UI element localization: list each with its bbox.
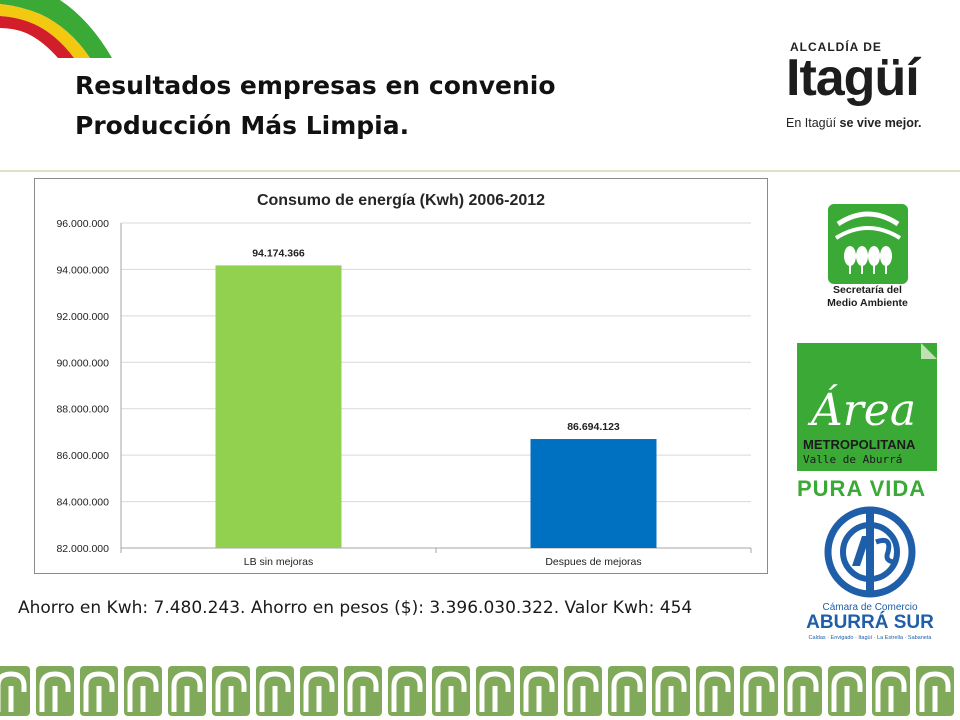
- bar-value-label: 94.174.366: [252, 247, 305, 259]
- slide-title-line-2: Producción Más Limpia.: [75, 111, 410, 140]
- footer-motif: [696, 666, 734, 716]
- y-tick-label: 92.000.000: [56, 311, 109, 323]
- camara-line-2: ABURRÁ SUR: [806, 612, 934, 633]
- slide-title: Resultados empresas en convenio Producci…: [75, 66, 715, 146]
- chart-labels: 82.000.000 84.000.000 86.000.000 88.000.000…: [56, 218, 641, 568]
- secretaria-line-2: Medio Ambiente: [827, 297, 908, 309]
- header-divider: [0, 170, 960, 172]
- bar: [530, 439, 657, 548]
- alcaldia-name: Itagüí: [786, 49, 920, 107]
- alcaldia-itagui-logo: ALCALDÍA DE Itagüí En Itagüí se vive mej…: [780, 36, 950, 136]
- y-tick-label: 84.000.000: [56, 497, 109, 509]
- alcaldia-slogan: En Itagüí se vive mejor.: [786, 116, 922, 130]
- alcaldia-slogan-bold: se vive mejor.: [839, 116, 922, 130]
- corner-flag-logo: [0, 0, 112, 58]
- footer-motif: [168, 666, 206, 716]
- y-tick-label: 86.000.000: [56, 450, 109, 462]
- footer-motif: [872, 666, 910, 716]
- trees-icon: [828, 204, 908, 284]
- footer-motif: [520, 666, 558, 716]
- y-tick-label: 90.000.000: [56, 357, 109, 369]
- camara-line-1: Cámara de Comercio: [822, 602, 918, 613]
- footer-motif: [124, 666, 162, 716]
- chart-title: Consumo de energía (Kwh) 2006-2012: [257, 192, 545, 209]
- x-tick-label: LB sin mejoras: [244, 556, 313, 568]
- footer-motif: [652, 666, 690, 716]
- footer-motif: [212, 666, 250, 716]
- y-tick-label: 82.000.000: [56, 543, 109, 555]
- footer-motif: [476, 666, 514, 716]
- camara-comercio-logo: Cámara de Comercio ABURRÁ SUR Caldas · E…: [800, 506, 940, 646]
- footer-pattern: [0, 662, 960, 720]
- area-script-text: Área: [807, 383, 916, 436]
- footer-motif: [432, 666, 470, 716]
- footer-motif: [0, 666, 30, 716]
- area-valle-text: Valle de Aburrá: [803, 453, 903, 466]
- footer-motif: [916, 666, 954, 716]
- alcaldia-slogan-plain: En Itagüí: [786, 116, 840, 130]
- y-tick-label: 96.000.000: [56, 218, 109, 230]
- bar: [215, 265, 342, 548]
- footer-motif: [344, 666, 382, 716]
- footer-motif: [740, 666, 778, 716]
- area-panel: Área: [797, 343, 937, 471]
- footer-motif: [784, 666, 822, 716]
- x-tick-label: Despues de mejoras: [545, 556, 641, 568]
- area-metropolitana-text: METROPOLITANA: [803, 437, 916, 452]
- y-tick-label: 88.000.000: [56, 404, 109, 416]
- footer-motif: [564, 666, 602, 716]
- energy-consumption-chart: Consumo de energía (Kwh) 2006-2012 82.00…: [56, 192, 752, 568]
- camara-line-3: Caldas · Envigado · Itagüí · La Estrella…: [808, 635, 932, 641]
- footer-motif: [608, 666, 646, 716]
- footer-motif: [388, 666, 426, 716]
- pura-vida-text: PURA VIDA: [797, 476, 927, 501]
- alcaldia-pre-text: ALCALDÍA DE: [790, 40, 882, 54]
- footer-motif: [80, 666, 118, 716]
- chart-frame: Consumo de energía (Kwh) 2006-2012 82.00…: [34, 178, 768, 574]
- bar-value-label: 86.694.123: [567, 421, 620, 433]
- footer-motif: [828, 666, 866, 716]
- camara-emblem-icon: [824, 506, 916, 598]
- savings-caption: Ahorro en Kwh: 7.480.243. Ahorro en peso…: [18, 598, 693, 618]
- footer-motif: [300, 666, 338, 716]
- area-metropolitana-logo: Área METROPOLITANA Valle de Aburrá PURA …: [797, 343, 937, 503]
- footer-motif: [256, 666, 294, 716]
- secretaria-medio-ambiente-logo: Secretaría del Medio Ambiente: [820, 204, 915, 314]
- secretaria-line-1: Secretaría del: [833, 284, 902, 296]
- footer-motif: [36, 666, 74, 716]
- slide-title-line-1: Resultados empresas en convenio: [75, 71, 556, 100]
- chart-bars: [215, 265, 657, 548]
- y-tick-label: 94.000.000: [56, 264, 109, 276]
